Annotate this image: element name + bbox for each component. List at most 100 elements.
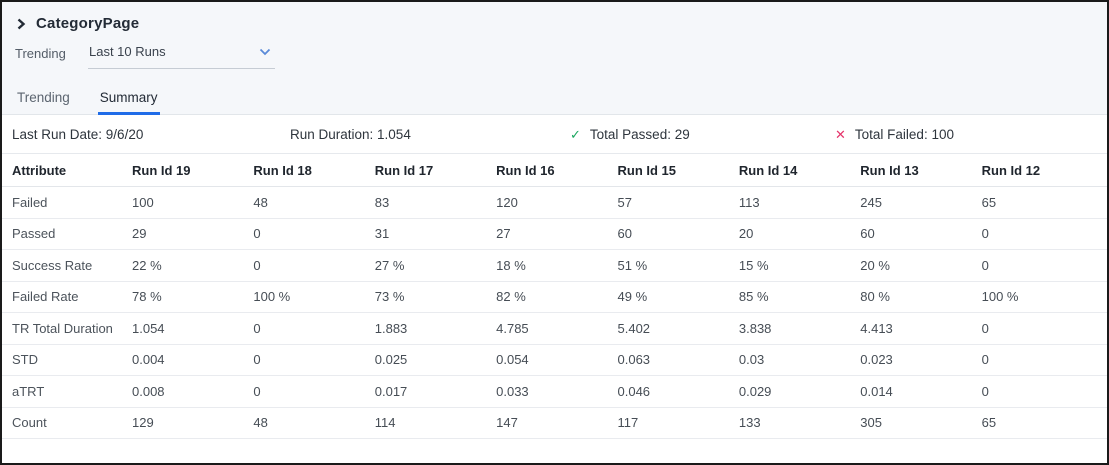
value-cell: 49 % — [617, 289, 648, 305]
value-cell: 85 % — [738, 289, 769, 305]
table-row: Failed 100 48 83 120 57 113 245 65 — [2, 187, 1107, 219]
value-cell: 117 — [617, 415, 639, 431]
tab-summary[interactable]: Summary — [97, 90, 160, 115]
value-cell: 0.029 — [738, 383, 772, 399]
table-body: Failed 100 48 83 120 57 113 245 65 Passed 29 0 31 27 6… — [2, 187, 1107, 439]
value-cell: 29 — [132, 226, 147, 242]
table-row: TR Total Duration 1.054 0 1.883 4.785 5.402 3.… — [2, 313, 1107, 345]
chevron-right-icon[interactable] — [15, 18, 27, 30]
value-cell: 57 — [617, 194, 632, 210]
attribute-cell: Success Rate — [12, 257, 93, 273]
column-header: Run Id 19 — [132, 162, 191, 178]
attribute-cell: STD — [12, 352, 38, 368]
attribute-cell: Passed — [12, 226, 56, 242]
column-header: Run Id 15 — [617, 162, 677, 178]
attribute-cell: Failed — [12, 194, 48, 210]
tab-trending[interactable]: Trending — [17, 90, 70, 105]
tab-bar: Trending Summary — [2, 90, 1107, 115]
total-failed: ✕ Total Failed: 100 — [835, 127, 1097, 142]
run-duration-text: Run Duration: 1.054 — [290, 126, 411, 142]
table-header-row: Attribute Run Id 19 Run Id 18 Run Id 17 Run … — [2, 154, 1107, 187]
value-cell: 120 — [496, 194, 518, 210]
value-cell: 20 % — [860, 257, 890, 273]
value-cell: 113 — [738, 194, 760, 210]
value-cell: 60 — [617, 226, 632, 242]
value-cell: 80 % — [860, 289, 890, 305]
value-cell: 0 — [253, 352, 261, 368]
x-icon: ✕ — [835, 126, 846, 142]
value-cell: 83 — [374, 194, 390, 210]
value-cell: 0 — [981, 383, 989, 399]
value-cell: 0 — [981, 226, 989, 242]
value-cell: 51 % — [617, 257, 648, 273]
table-row: Count 129 48 114 147 117 133 305 65 — [2, 408, 1107, 439]
value-cell: 27 % — [374, 257, 405, 273]
trending-filter-label: Trending — [15, 46, 66, 61]
value-cell: 147 — [496, 415, 518, 431]
column-header: Run Id 13 — [860, 162, 919, 178]
value-cell: 1.883 — [374, 320, 408, 336]
value-cell: 114 — [374, 415, 396, 431]
value-cell: 27 — [496, 226, 511, 242]
value-cell: 0 — [981, 257, 989, 273]
runs-range-dropdown[interactable]: Last 10 Runs — [88, 44, 275, 69]
column-header: Run Id 12 — [981, 162, 1041, 178]
value-cell: 4.785 — [496, 320, 529, 336]
top-section: CategoryPage Trending Last 10 Runs Trend… — [2, 2, 1107, 115]
trending-filter-row: Trending Last 10 Runs — [2, 44, 1107, 69]
value-cell: 0.004 — [132, 352, 165, 368]
column-header: Run Id 17 — [374, 162, 434, 178]
value-cell: 0 — [253, 226, 261, 242]
value-cell: 48 — [253, 415, 268, 431]
value-cell: 0.017 — [374, 383, 408, 399]
value-cell: 0 — [253, 320, 261, 336]
run-duration: Run Duration: 1.054 — [290, 127, 570, 142]
column-header: Attribute — [12, 162, 67, 178]
column-header: Run Id 18 — [253, 162, 312, 178]
value-cell: 0.033 — [496, 383, 529, 399]
last-run-date-text: Last Run Date: 9/6/20 — [12, 126, 144, 142]
table-row: Failed Rate 78 % 100 % 73 % 82 % 49 % 85 % 80 %… — [2, 282, 1107, 313]
runs-range-dropdown-value: Last 10 Runs — [89, 44, 166, 59]
value-cell: 0.03 — [738, 352, 765, 368]
value-cell: 22 % — [132, 257, 162, 273]
total-passed-text: Total Passed: 29 — [589, 126, 690, 142]
value-cell: 73 % — [374, 289, 405, 305]
value-cell: 245 — [860, 194, 882, 210]
value-cell: 18 % — [496, 257, 526, 273]
value-cell: 65 — [981, 194, 997, 210]
value-cell: 20 — [738, 226, 754, 242]
runs-table: Attribute Run Id 19 Run Id 18 Run Id 17 Run … — [2, 154, 1107, 439]
total-passed: ✓ Total Passed: 29 — [570, 127, 835, 142]
value-cell: 31 — [374, 226, 390, 242]
attribute-cell: Failed Rate — [12, 289, 79, 305]
page-title: CategoryPage — [36, 15, 140, 32]
attribute-cell: aTRT — [12, 383, 45, 399]
value-cell: 100 % — [981, 289, 1019, 305]
value-cell: 3.838 — [738, 320, 772, 336]
table-row: Success Rate 22 % 0 27 % 18 % 51 % 15 % 20 % 0 — [2, 250, 1107, 282]
value-cell: 0 — [253, 257, 261, 273]
value-cell: 0.008 — [132, 383, 165, 399]
value-cell: 100 % — [253, 289, 291, 305]
value-cell: 100 — [132, 194, 154, 210]
value-cell: 0.063 — [617, 352, 651, 368]
attribute-cell: TR Total Duration — [12, 320, 113, 336]
table-row: STD 0.004 0 0.025 0.054 0.063 0.03 0.023 0 — [2, 345, 1107, 376]
table-row: Passed 29 0 31 27 60 20 60 0 — [2, 219, 1107, 250]
last-run-date: Last Run Date: 9/6/20 — [12, 127, 290, 142]
value-cell: 65 — [981, 415, 997, 431]
page-header: CategoryPage — [2, 2, 1107, 32]
value-cell: 0.014 — [860, 383, 893, 399]
value-cell: 60 — [860, 226, 875, 242]
value-cell: 0.054 — [496, 352, 529, 368]
column-header: Run Id 16 — [496, 162, 555, 178]
value-cell: 82 % — [496, 289, 526, 305]
value-cell: 0.023 — [860, 352, 893, 368]
value-cell: 4.413 — [860, 320, 893, 336]
summary-info-bar: Last Run Date: 9/6/20 Run Duration: 1.05… — [2, 115, 1107, 154]
value-cell: 0.046 — [617, 383, 651, 399]
check-icon: ✓ — [570, 126, 581, 142]
value-cell: 15 % — [738, 257, 769, 273]
